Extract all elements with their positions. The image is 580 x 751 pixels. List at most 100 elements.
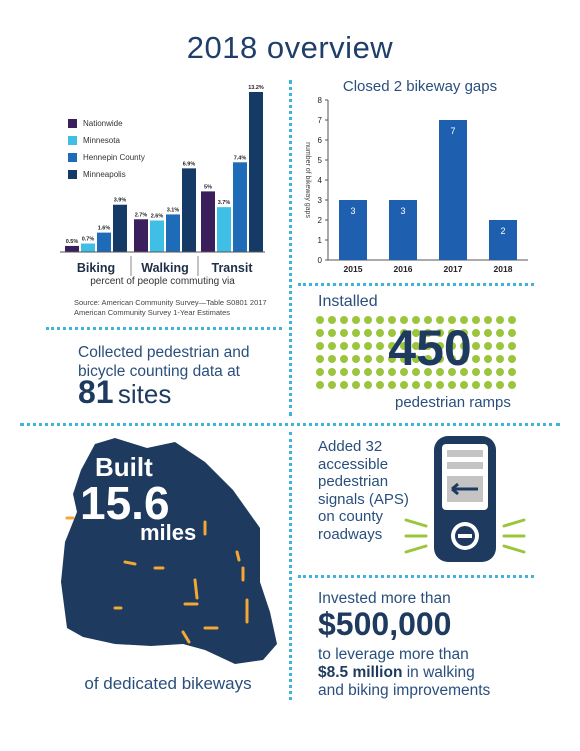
ramp-dot xyxy=(508,381,516,389)
ramp-dot xyxy=(376,329,384,337)
ped-data-block: Collected pedestrian and bicycle countin… xyxy=(78,343,288,408)
ramp-dot xyxy=(388,316,396,324)
ramp-dot xyxy=(352,355,360,363)
ramp-dot xyxy=(508,342,516,350)
ramp-dot xyxy=(472,381,480,389)
commute-legend: Nationwide Minnesota Hennepin County Min… xyxy=(68,115,188,183)
ramp-dot xyxy=(376,342,384,350)
ramp-dot xyxy=(328,355,336,363)
ramp-dot xyxy=(316,316,324,324)
ramp-dot xyxy=(484,381,492,389)
invest-line-4-bold: $8.5 million xyxy=(318,664,403,681)
legend-swatch-minnesota xyxy=(68,136,77,145)
legend-item-hennepin: Hennepin County xyxy=(68,149,188,166)
ramp-dot xyxy=(412,329,420,337)
gaps-bar-2018 xyxy=(489,220,517,260)
commute-source: Source: American Community Survey—Table … xyxy=(74,298,284,318)
bikeways-caption: of dedicated bikeways xyxy=(84,674,252,693)
gaps-bar-value-2016: 3 xyxy=(400,206,405,216)
ramp-dot xyxy=(316,342,324,350)
gaps-x-label-2017: 2017 xyxy=(444,264,463,274)
ramp-dot xyxy=(412,316,420,324)
legend-label-minneapolis: Minneapolis xyxy=(83,170,126,179)
ramp-dot xyxy=(352,381,360,389)
gaps-y-axis-label: number of bikeway gaps xyxy=(304,142,311,218)
ramp-dot xyxy=(388,381,396,389)
ramp-dot xyxy=(508,355,516,363)
ramp-dot xyxy=(448,329,456,337)
ramp-dot xyxy=(496,329,504,337)
ramp-dot xyxy=(340,342,348,350)
ramp-dot xyxy=(436,381,444,389)
ramp-dot xyxy=(436,329,444,337)
bar-biking-1 xyxy=(81,243,95,252)
gaps-ytick-label-1: 1 xyxy=(318,236,323,245)
legend-label-minnesota: Minnesota xyxy=(83,136,120,145)
aps-line-1: Added 32 xyxy=(318,438,383,455)
ramp-dot xyxy=(436,368,444,376)
ramp-dot xyxy=(424,355,432,363)
bar-biking-3 xyxy=(113,204,127,252)
bar-label-biking-0: 0.5% xyxy=(66,239,79,245)
ramp-dot xyxy=(328,329,336,337)
bar-transit-0 xyxy=(201,191,215,252)
bar-walking-2 xyxy=(166,214,180,252)
ramp-dot xyxy=(340,381,348,389)
bar-label-biking-1: 0.7% xyxy=(82,237,95,243)
ramp-dot xyxy=(400,316,408,324)
legend-label-hennepin: Hennepin County xyxy=(83,153,145,162)
ramp-dot xyxy=(472,342,480,350)
ramp-dot xyxy=(496,316,504,324)
gaps-ytick-label-6: 6 xyxy=(318,136,323,145)
ramp-dot xyxy=(352,368,360,376)
ramp-dot xyxy=(376,368,384,376)
bar-label-walking-2: 3.1% xyxy=(167,207,180,213)
invest-details: to leverage more than $8.5 million in wa… xyxy=(318,646,490,700)
ramp-dot xyxy=(460,342,468,350)
ramp-dot xyxy=(484,368,492,376)
bar-label-biking-2: 1.6% xyxy=(98,226,111,232)
gaps-x-label-2016: 2016 xyxy=(394,264,413,274)
ramp-dot xyxy=(364,316,372,324)
ramp-dot xyxy=(448,342,456,350)
ramps-installed: Installed xyxy=(318,293,378,310)
ramp-dot xyxy=(448,355,456,363)
ramp-dot xyxy=(364,355,372,363)
ramp-dot xyxy=(388,342,396,350)
ramp-dot xyxy=(388,329,396,337)
ramp-dot xyxy=(424,329,432,337)
page-title: 2018 overview xyxy=(186,30,394,65)
ramp-dot xyxy=(400,368,408,376)
ped-line-1: Collected pedestrian and xyxy=(78,344,250,361)
gaps-x-label-2015: 2015 xyxy=(344,264,363,274)
gaps-bar-value-2018: 2 xyxy=(500,226,505,236)
commute-axis-caption: percent of people commuting via xyxy=(90,276,235,287)
aps-line-3: pedestrian xyxy=(318,473,389,490)
bar-label-walking-0: 2.7% xyxy=(135,212,148,218)
ramp-dot xyxy=(496,368,504,376)
pedestrian-signal-icon xyxy=(404,436,526,562)
ramp-dot xyxy=(496,342,504,350)
divider-vertical-bottom xyxy=(289,432,292,700)
legend-label-nationwide: Nationwide xyxy=(83,119,123,128)
category-label-walking: Walking xyxy=(141,261,188,275)
ramp-dot xyxy=(472,355,480,363)
legend-swatch-nationwide xyxy=(68,119,77,128)
category-label-biking: Biking xyxy=(77,261,115,275)
divider-left-1 xyxy=(46,327,282,330)
ramp-dot xyxy=(472,368,480,376)
ramp-dot xyxy=(364,342,372,350)
ramp-dots-graphic xyxy=(316,316,516,389)
legend-swatch-hennepin xyxy=(68,153,77,162)
ramp-dot xyxy=(364,368,372,376)
ramp-dot xyxy=(448,316,456,324)
ramp-dot xyxy=(472,316,480,324)
ramp-dot xyxy=(400,329,408,337)
ramp-dot xyxy=(328,342,336,350)
bar-walking-0 xyxy=(134,219,148,252)
ped-unit: sites xyxy=(117,379,172,409)
ramp-dot xyxy=(460,381,468,389)
ramp-dot xyxy=(448,368,456,376)
gaps-bar-2016 xyxy=(389,200,417,260)
ramp-dot xyxy=(400,355,408,363)
